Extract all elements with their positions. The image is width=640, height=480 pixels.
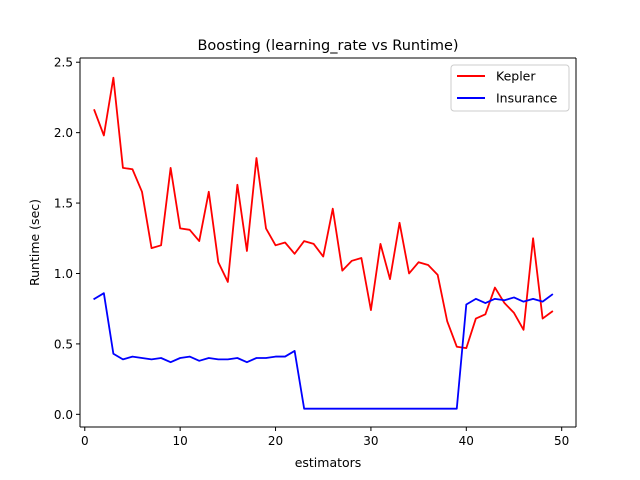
y-tick-label: 2.0 [54, 126, 73, 140]
y-tick-label: 0.5 [54, 337, 73, 351]
legend-label-kepler: Kepler [496, 69, 536, 84]
series-line-kepler [93, 76, 554, 350]
x-axis-ticks: 0 10 20 30 40 50 [81, 427, 569, 448]
y-axis-ticks: 0.0 0.5 1.0 1.5 2.0 2.5 [54, 56, 80, 422]
y-axis-title: Runtime (sec) [27, 199, 42, 286]
y-tick-label: 0.0 [54, 408, 73, 422]
y-tick-label: 1.5 [54, 197, 73, 211]
legend-label-insurance: Insurance [496, 91, 558, 106]
x-axis-title: estimators [295, 455, 362, 470]
chart-title: Boosting (learning_rate vs Runtime) [197, 38, 458, 54]
x-tick-label: 0 [81, 434, 89, 448]
series-layer [93, 76, 554, 410]
plot-area [80, 58, 576, 427]
x-tick-label: 40 [459, 434, 474, 448]
x-tick-label: 20 [268, 434, 283, 448]
x-tick-label: 10 [173, 434, 188, 448]
x-tick-label: 30 [363, 434, 378, 448]
legend: Kepler Insurance [450, 64, 570, 112]
series-line-insurance [93, 292, 554, 410]
y-tick-label: 1.0 [54, 267, 73, 281]
axes-frame [79, 57, 577, 428]
x-tick-label: 50 [554, 434, 569, 448]
y-tick-label: 2.5 [54, 56, 73, 70]
